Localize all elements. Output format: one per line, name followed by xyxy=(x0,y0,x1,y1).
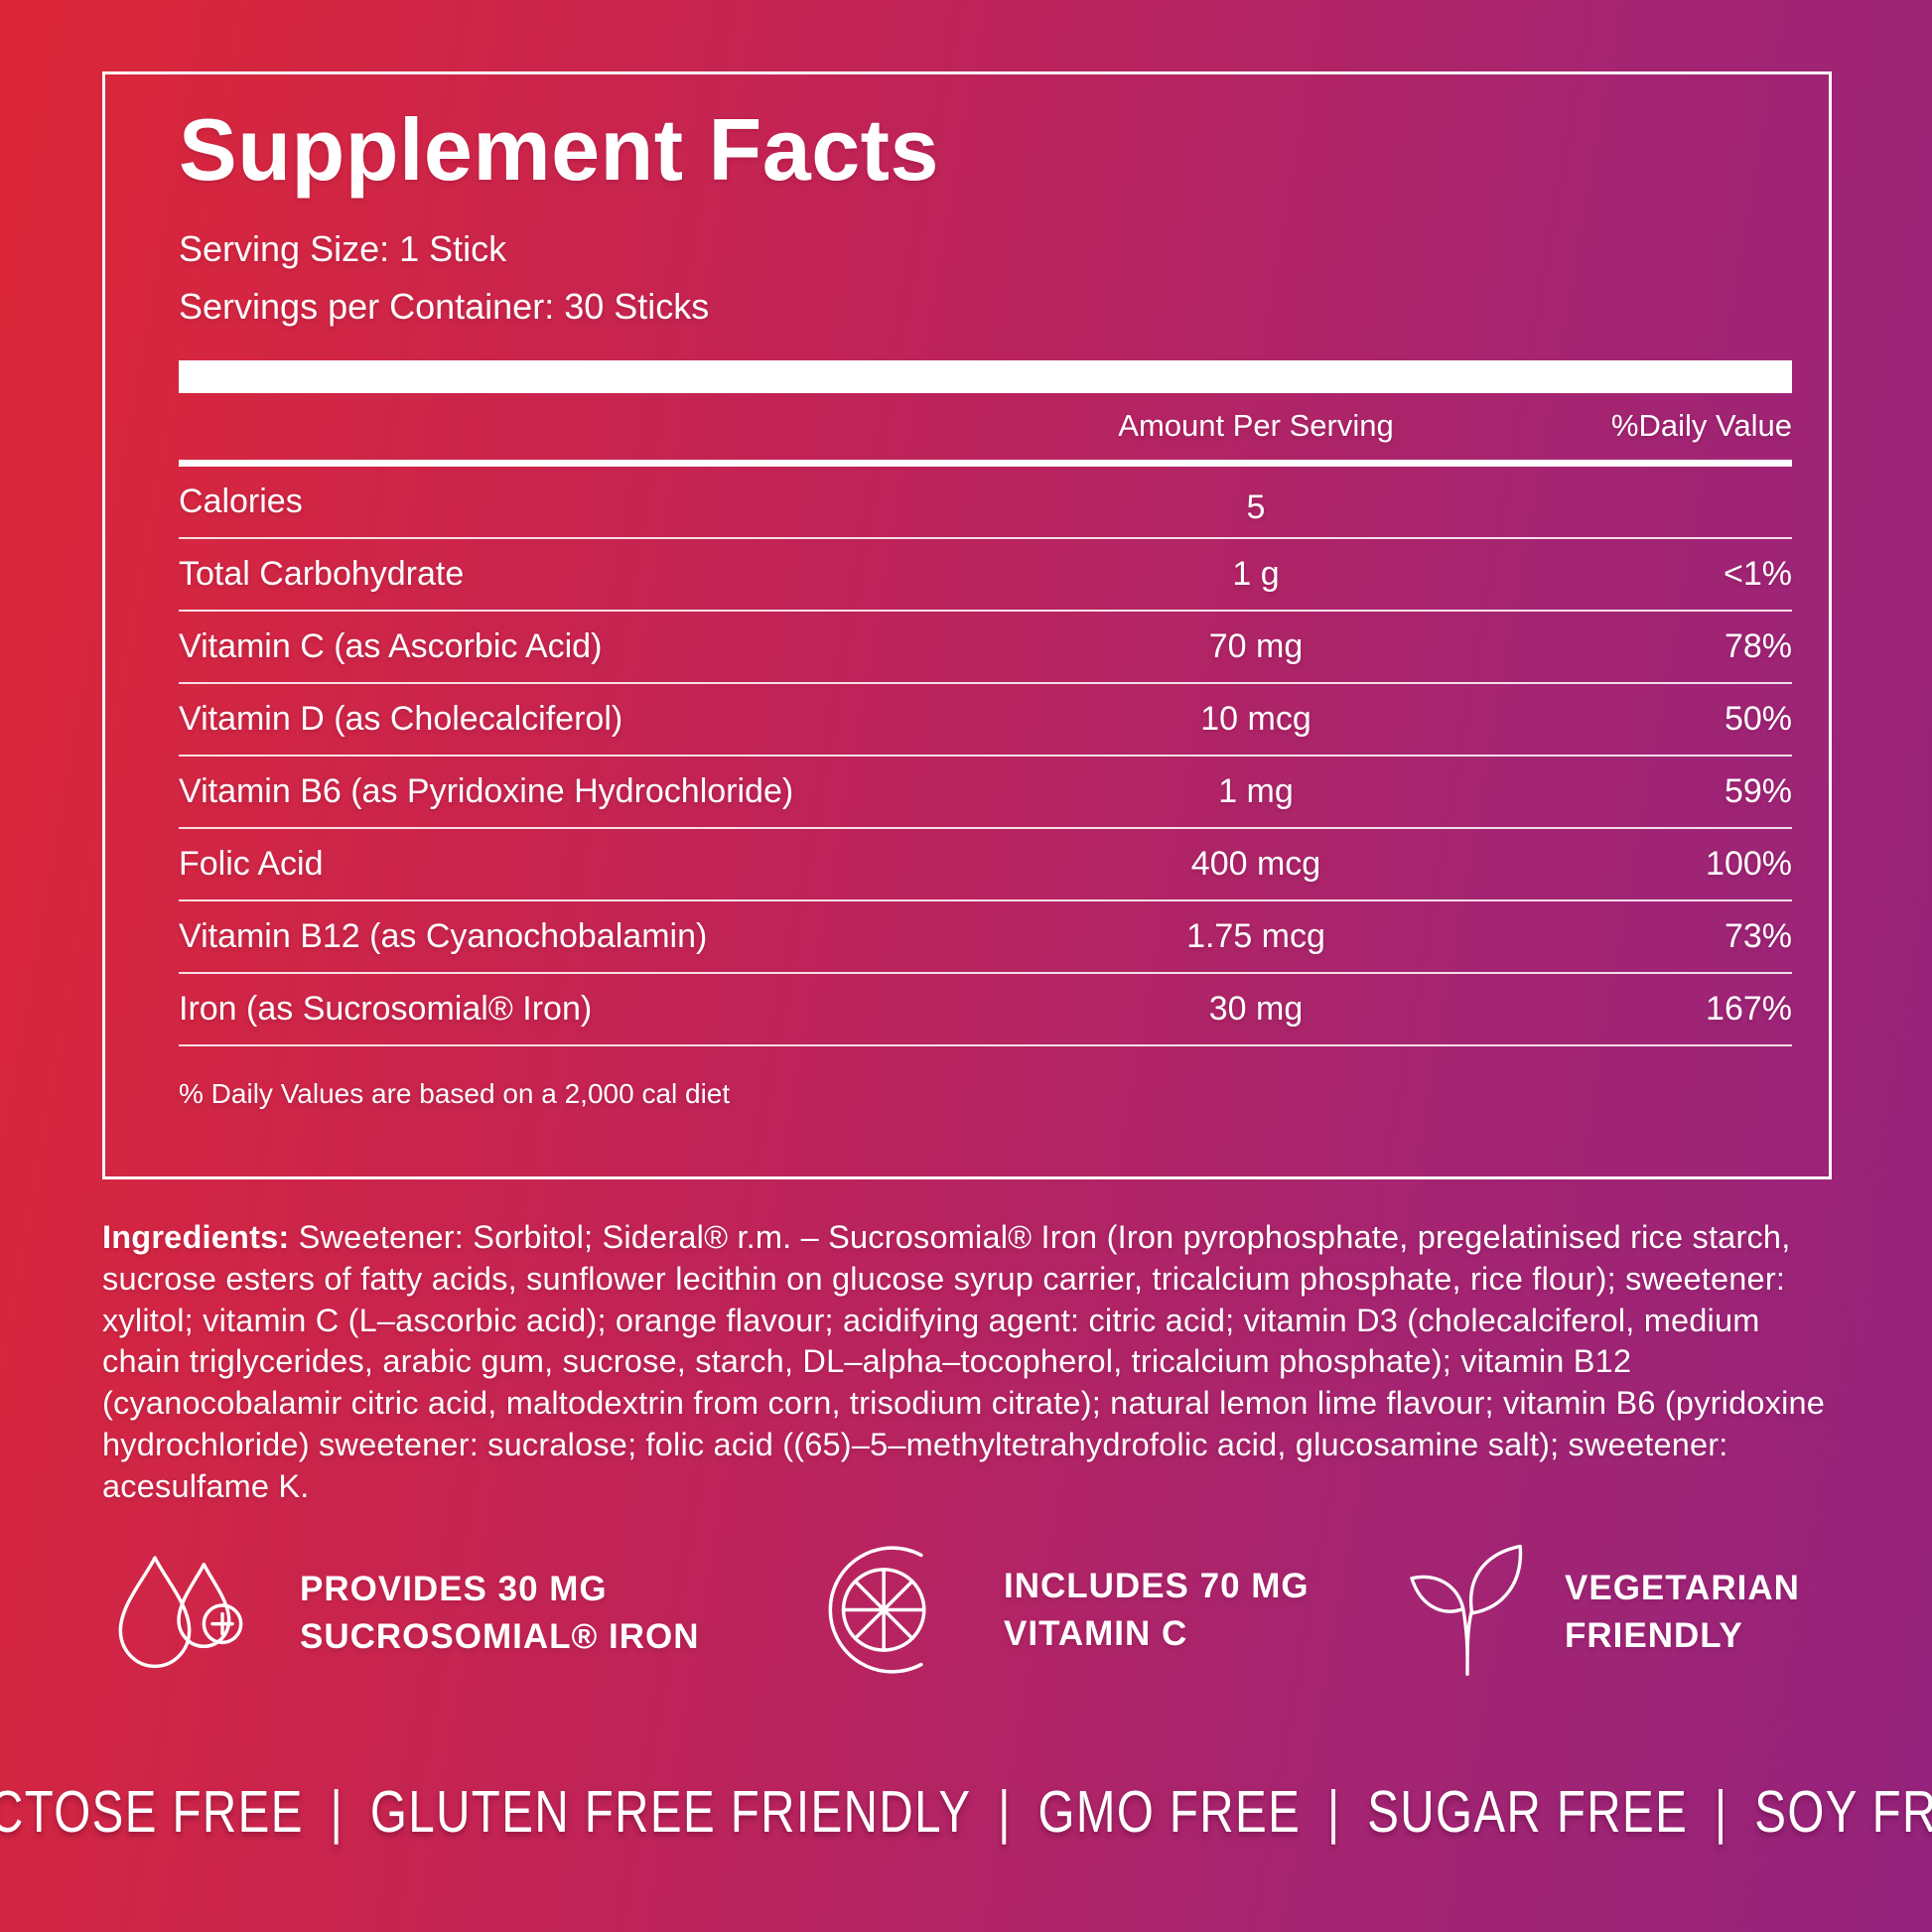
table-row-folic-acid: Folic Acid 400 mcg 100% xyxy=(179,829,1792,902)
table-top-bar xyxy=(179,360,1792,394)
header-amount-label: Amount Per Serving xyxy=(1118,408,1394,444)
row-amount: 1 mg xyxy=(1218,772,1294,811)
ingredients-label: Ingredients: xyxy=(102,1219,290,1255)
table-row-vitamin-d: Vitamin D (as Cholecalciferol) 10 mcg 50… xyxy=(179,684,1792,758)
badge-line1: INCLUDES 70 MG xyxy=(1004,1566,1310,1605)
badge-text: VEGETARIAN FRIENDLY xyxy=(1565,1565,1800,1660)
row-amount: 30 mg xyxy=(1208,990,1304,1029)
row-amount: 10 mcg xyxy=(1200,700,1311,739)
claim-sugar-free: SUGAR FREE xyxy=(1367,1778,1689,1846)
claim-soy-free: SOY FREE xyxy=(1754,1778,1932,1846)
row-amount: 1 g xyxy=(1232,555,1280,594)
row-amount: 1.75 mcg xyxy=(1186,917,1325,956)
header-daily-value-label: %Daily Value xyxy=(1610,408,1792,444)
claims-bar: LACTOSE FREE | GLUTEN FREE FRIENDLY | GM… xyxy=(0,1778,1932,1846)
claim-divider: | xyxy=(1714,1778,1728,1846)
facts-title: Supplement Facts xyxy=(179,100,939,199)
ingredients-text: Sweetener: Sorbitol; Sideral® r.m. – Suc… xyxy=(102,1219,1826,1504)
facts-panel: Supplement Facts Serving Size: 1 Stick S… xyxy=(105,74,1829,1176)
servings-per-container: Servings per Container: 30 Sticks xyxy=(179,286,710,328)
claim-gluten-free-friendly: GLUTEN FREE FRIENDLY xyxy=(369,1778,972,1846)
row-daily-value: 78% xyxy=(1724,627,1792,666)
iron-drops-icon xyxy=(99,1534,258,1693)
row-name: Calories xyxy=(179,483,303,521)
badge-vegetarian: VEGETARIAN FRIENDLY xyxy=(1398,1538,1800,1687)
row-daily-value: <1% xyxy=(1724,555,1792,594)
row-daily-value: 100% xyxy=(1706,845,1792,884)
leaves-icon xyxy=(1398,1538,1537,1687)
claim-lactose-free: LACTOSE FREE xyxy=(0,1778,304,1846)
table-row-calories: Calories 5 xyxy=(179,467,1792,540)
row-name: Vitamin B6 (as Pyridoxine Hydrochloride) xyxy=(179,772,794,811)
daily-value-footnote: % Daily Values are based on a 2,000 cal … xyxy=(179,1078,731,1110)
table-row-vitamin-b6: Vitamin B6 (as Pyridoxine Hydrochloride)… xyxy=(179,757,1792,830)
row-amount: 400 mcg xyxy=(1190,845,1321,884)
table-row-vitamin-b12: Vitamin B12 (as Cyanochobalamin) 1.75 mc… xyxy=(179,901,1792,975)
row-name: Iron (as Sucrosomial® Iron) xyxy=(179,990,593,1029)
row-name: Vitamin D (as Cholecalciferol) xyxy=(179,700,623,739)
row-daily-value: 167% xyxy=(1706,990,1792,1029)
row-daily-value: 50% xyxy=(1724,700,1792,739)
citrus-slice-icon xyxy=(816,1538,960,1682)
claim-divider: | xyxy=(330,1778,345,1846)
table-row-total-carbohydrate: Total Carbohydrate 1 g <1% xyxy=(179,539,1792,613)
claim-divider: | xyxy=(1326,1778,1341,1846)
row-name: Vitamin C (as Ascorbic Acid) xyxy=(179,627,603,666)
row-daily-value: 59% xyxy=(1724,772,1792,811)
row-name: Vitamin B12 (as Cyanochobalamin) xyxy=(179,917,708,956)
table-row-vitamin-c: Vitamin C (as Ascorbic Acid) 70 mg 78% xyxy=(179,612,1792,685)
row-name: Folic Acid xyxy=(179,845,324,884)
badge-line2: VITAMIN C xyxy=(1004,1613,1188,1653)
badge-line1: VEGETARIAN xyxy=(1565,1569,1800,1607)
row-amount: 70 mg xyxy=(1208,627,1304,666)
claim-gmo-free: GMO FREE xyxy=(1037,1778,1302,1846)
badge-text: PROVIDES 30 MG SUCROSOMIAL® IRON xyxy=(300,1566,700,1661)
badge-sucrosomial-iron: PROVIDES 30 MG SUCROSOMIAL® IRON xyxy=(99,1534,700,1693)
serving-size: Serving Size: 1 Stick xyxy=(179,228,507,270)
badge-vitamin-c: INCLUDES 70 MG VITAMIN C xyxy=(816,1538,1310,1682)
row-daily-value: 73% xyxy=(1724,917,1792,956)
ingredients-paragraph: Ingredients: Sweetener: Sorbitol; Sidera… xyxy=(102,1217,1838,1507)
badge-line2: FRIENDLY xyxy=(1565,1616,1743,1655)
row-amount: 5 xyxy=(1246,488,1266,527)
badge-line1: PROVIDES 30 MG xyxy=(300,1570,608,1608)
badge-text: INCLUDES 70 MG VITAMIN C xyxy=(1004,1563,1310,1658)
facts-panel-frame: Supplement Facts Serving Size: 1 Stick S… xyxy=(102,71,1832,1179)
row-name: Total Carbohydrate xyxy=(179,555,465,594)
claim-divider: | xyxy=(998,1778,1012,1846)
badges-row: PROVIDES 30 MG SUCROSOMIAL® IRON INCLUDE… xyxy=(0,1534,1932,1713)
table-header: Amount Per Serving %Daily Value xyxy=(179,393,1792,468)
table-row-iron: Iron (as Sucrosomial® Iron) 30 mg 167% xyxy=(179,974,1792,1047)
badge-line2: SUCROSOMIAL® IRON xyxy=(300,1617,700,1656)
